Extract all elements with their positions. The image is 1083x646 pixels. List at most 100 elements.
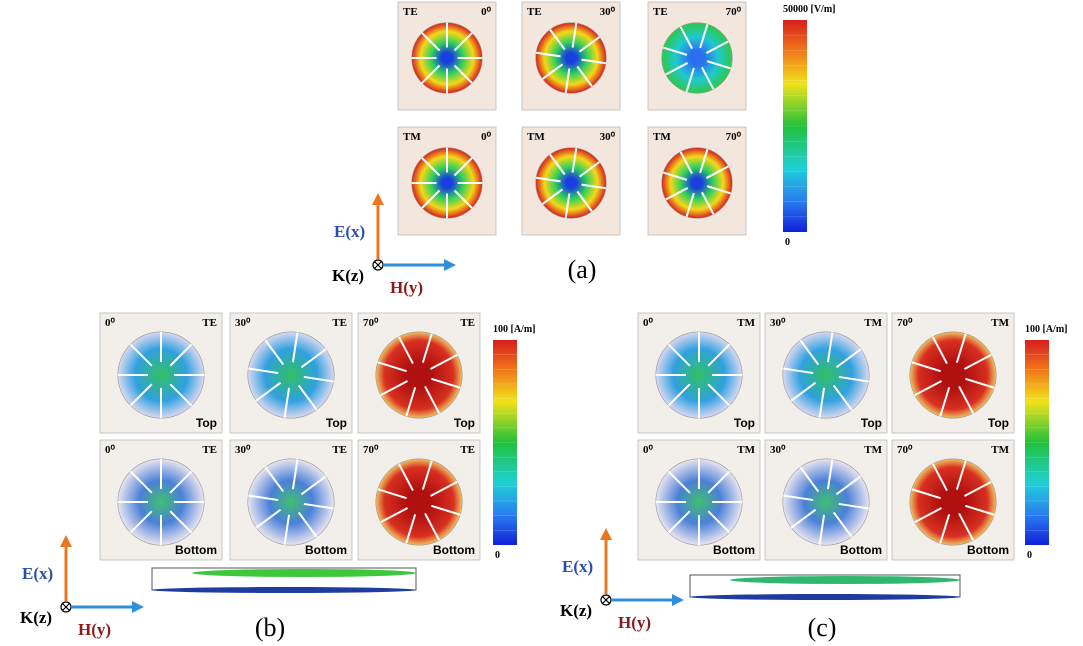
cell: TM 0⁰ Top [637, 312, 761, 434]
slot [264, 339, 285, 366]
slot [667, 470, 691, 494]
colorbar-max: 100 [A/m] [493, 324, 536, 335]
slot [701, 66, 715, 90]
e-arrow-head [60, 535, 72, 547]
slot [665, 187, 689, 201]
slot [397, 463, 414, 492]
mode-label: TM [403, 131, 421, 143]
slot [705, 165, 729, 179]
slot [429, 480, 458, 497]
slot [297, 384, 318, 411]
slot [169, 470, 193, 494]
slot [397, 336, 414, 365]
slot [955, 333, 967, 363]
slot [549, 154, 566, 176]
slot [564, 68, 571, 94]
angle-label: 70⁰ [897, 444, 913, 456]
slot [818, 514, 826, 545]
position-label: Bottom [305, 543, 347, 557]
cell: TE 0⁰ Top [99, 312, 223, 434]
slot [832, 384, 853, 411]
angle-label: 70⁰ [897, 317, 913, 329]
slot [914, 507, 943, 524]
cell: TM 70⁰ Bottom [891, 439, 1015, 561]
mode-label: TE [460, 444, 475, 456]
slot [685, 67, 695, 92]
cell: TE 30⁰ Top [229, 312, 353, 434]
k-cross [374, 261, 382, 269]
mode-label: TM [527, 131, 545, 143]
panel: TE 0⁰ TE 30⁰ TE 70⁰ TM 0⁰ TM 30⁰ TM 70⁰ 50000 [V/m] 0… [332, 1, 836, 297]
angle-label: 30⁰ [235, 444, 251, 456]
slot [914, 380, 943, 397]
slot [706, 60, 731, 70]
panel: TM 0⁰ Top TM 30⁰ Top TM 70⁰ Top TM 0⁰ Bottom TM 30⁰ Bo… [560, 312, 1068, 642]
slot [939, 514, 951, 544]
cell: TM 30⁰ Top [764, 312, 888, 434]
mode-label: TE [403, 6, 418, 18]
cell: TE 0⁰ Bottom [99, 439, 223, 561]
mode-label: TE [202, 317, 217, 329]
angle-label: 0⁰ [481, 131, 492, 143]
slot [911, 488, 941, 500]
slot [835, 348, 862, 369]
slot [679, 26, 693, 50]
slot [264, 466, 285, 493]
slot [549, 29, 566, 51]
slot [699, 24, 709, 49]
field-disk [661, 147, 733, 219]
e-arrow-head [372, 193, 384, 205]
slot [129, 343, 153, 367]
cell: TM 0⁰ [397, 126, 497, 236]
slot [377, 488, 407, 500]
slot [380, 380, 409, 397]
slot [706, 185, 731, 195]
slot [169, 383, 193, 407]
slot [248, 494, 279, 502]
slot [129, 470, 153, 494]
position-label: Top [196, 416, 217, 430]
slot [701, 191, 715, 215]
k-label: K(z) [332, 266, 364, 285]
slot [303, 375, 334, 383]
cell: TM 30⁰ [521, 126, 621, 236]
mode-label: TE [202, 444, 217, 456]
slot [578, 36, 600, 53]
slot [832, 511, 853, 538]
slot [663, 46, 688, 56]
colorbar-min: 0 [1027, 550, 1032, 561]
slot [667, 383, 691, 407]
slot [421, 64, 441, 84]
position-label: Bottom [433, 543, 475, 557]
slot [453, 64, 473, 84]
slot [826, 459, 834, 490]
angle-label: 30⁰ [770, 317, 786, 329]
angle-label: 70⁰ [726, 6, 742, 18]
slot [826, 332, 834, 363]
slot [255, 508, 282, 529]
h-label: H(y) [78, 620, 111, 639]
slot [424, 512, 441, 541]
panel-caption: (b) [255, 613, 285, 642]
mode-label: TE [527, 6, 542, 18]
slot [535, 51, 561, 58]
h-label: H(y) [618, 613, 651, 632]
position-label: Top [861, 416, 882, 430]
colorbar [1025, 340, 1049, 545]
side-view-bottom [690, 594, 960, 600]
slot [129, 383, 153, 407]
slot [931, 463, 948, 492]
slot [300, 348, 327, 369]
cell: TE 70⁰ Top [357, 312, 481, 434]
slot [453, 32, 473, 52]
position-label: Bottom [713, 543, 755, 557]
mode-label: TM [653, 131, 671, 143]
slot [169, 343, 193, 367]
slot [429, 353, 458, 370]
slot [783, 494, 814, 502]
h-label: H(y) [390, 278, 423, 297]
slot [431, 504, 461, 516]
slot [838, 375, 869, 383]
slot [453, 157, 473, 177]
field-disk [909, 331, 997, 419]
